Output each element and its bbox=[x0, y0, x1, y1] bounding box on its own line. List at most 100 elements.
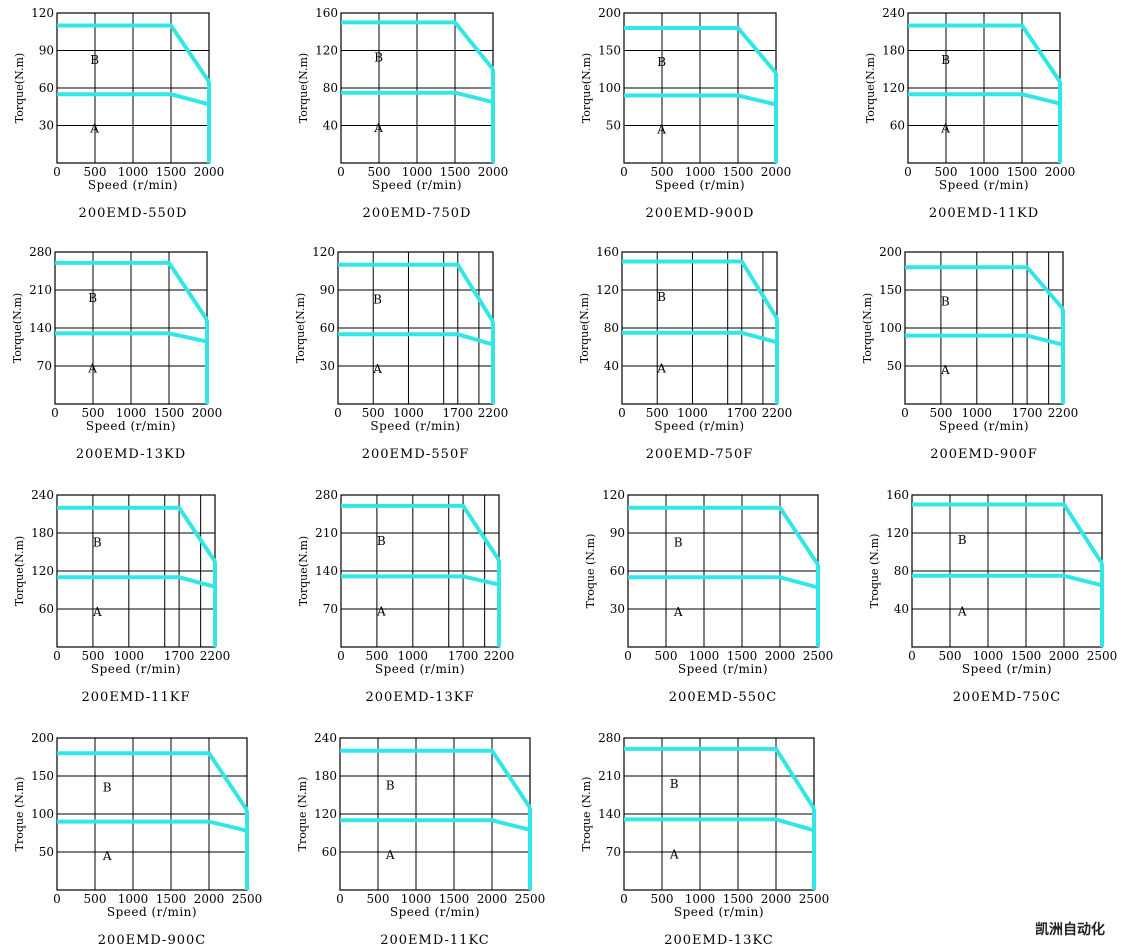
x-tick-label: 500 bbox=[84, 165, 107, 179]
region-label-b: B bbox=[958, 533, 967, 547]
y-tick-label: 80 bbox=[894, 564, 909, 578]
region-label-b: B bbox=[941, 53, 950, 67]
x-tick-label: 500 bbox=[939, 649, 962, 663]
y-tick-label: 60 bbox=[322, 845, 337, 859]
x-tick-label: 1700 bbox=[726, 406, 757, 420]
chart-caption: 200EMD-13KF bbox=[366, 690, 475, 705]
y-axis-label: Torque(N.m) bbox=[294, 293, 307, 363]
x-tick-label: 1000 bbox=[689, 649, 720, 663]
y-tick-label: 60 bbox=[39, 602, 54, 616]
region-label-a: A bbox=[102, 849, 112, 863]
x-tick-label: 0 bbox=[336, 892, 344, 906]
torque-curve-2 bbox=[912, 573, 1103, 588]
torque-curve-1 bbox=[628, 505, 820, 566]
y-tick-label: 70 bbox=[606, 845, 621, 859]
y-axis-label: Troque (N.m) bbox=[584, 534, 597, 609]
x-tick-label: 0 bbox=[337, 649, 345, 663]
x-tick-label: 2000 bbox=[761, 892, 792, 906]
region-label-a: A bbox=[385, 848, 395, 862]
torque-curve-2 bbox=[341, 90, 494, 105]
x-axis-label: Speed (r/min) bbox=[390, 905, 480, 919]
x-tick-label: 500 bbox=[655, 649, 678, 663]
x-tick-label: 2500 bbox=[515, 892, 546, 906]
x-tick-label: 500 bbox=[651, 892, 674, 906]
y-tick-label: 70 bbox=[37, 359, 52, 373]
x-axis-label: Speed (r/min) bbox=[674, 905, 764, 919]
y-tick-label: 280 bbox=[598, 731, 621, 745]
chart-10: 70 140 210 280 0 500 1000 1700 2200 Speed (r/min)… bbox=[297, 488, 514, 705]
chart-7: 40 80 120 160 0 500 1000 1700 2200 Speed (r/min) T… bbox=[578, 245, 792, 462]
torque-curve-2 bbox=[340, 818, 531, 832]
y-tick-label: 100 bbox=[879, 321, 902, 335]
chart-caption: 200EMD-750C bbox=[953, 690, 1061, 705]
x-tick-label: 2200 bbox=[762, 406, 793, 420]
torque-curve-2 bbox=[341, 574, 500, 587]
y-tick-label: 60 bbox=[39, 81, 54, 95]
x-tick-label: 2200 bbox=[1048, 406, 1079, 420]
y-tick-label: 50 bbox=[39, 845, 54, 859]
torque-curve-1 bbox=[912, 502, 1104, 565]
y-tick-label: 60 bbox=[610, 564, 625, 578]
y-tick-label: 80 bbox=[323, 81, 338, 95]
region-label-b: B bbox=[377, 534, 386, 548]
y-axis-label: Torque(N.m) bbox=[861, 293, 874, 363]
x-tick-label: 500 bbox=[82, 406, 105, 420]
torque-curve-1 bbox=[624, 746, 816, 810]
chart-caption: 200EMD-900F bbox=[930, 447, 1038, 462]
chart-14: 60 120 180 240 0 500 1000 1500 2000 2500 Speed (r/… bbox=[296, 731, 545, 948]
x-tick-label: 2000 bbox=[192, 406, 223, 420]
y-axis-label: Torque(N.m) bbox=[13, 536, 26, 606]
chart-12: 40 80 120 160 0 500 1000 1500 2000 2500 Speed (r/m… bbox=[868, 488, 1117, 705]
x-tick-label: 500 bbox=[929, 406, 952, 420]
region-label-b: B bbox=[674, 536, 683, 550]
y-tick-label: 90 bbox=[320, 283, 335, 297]
x-axis-label: Speed (r/min) bbox=[939, 178, 1029, 192]
x-tick-label: 1700 bbox=[164, 649, 195, 663]
y-tick-label: 30 bbox=[320, 359, 335, 373]
region-label-a: A bbox=[376, 605, 386, 619]
region-label-a: A bbox=[673, 605, 683, 619]
x-tick-label: 500 bbox=[646, 406, 669, 420]
y-axis-label: Torque(N.m) bbox=[580, 53, 593, 123]
y-tick-label: 240 bbox=[882, 6, 905, 20]
x-axis-label: Speed (r/min) bbox=[372, 178, 462, 192]
region-label-b: B bbox=[88, 291, 97, 305]
region-label-a: A bbox=[92, 605, 102, 619]
x-tick-label: 1000 bbox=[677, 406, 708, 420]
x-tick-label: 1000 bbox=[973, 649, 1004, 663]
y-tick-label: 160 bbox=[596, 245, 619, 259]
x-tick-label: 1500 bbox=[1007, 165, 1038, 179]
torque-curve-1 bbox=[57, 23, 211, 83]
x-axis-label: Speed (r/min) bbox=[88, 178, 178, 192]
y-tick-label: 240 bbox=[314, 731, 337, 745]
torque-curve-1 bbox=[905, 265, 1065, 311]
x-tick-label: 0 bbox=[337, 165, 345, 179]
x-tick-label: 0 bbox=[53, 165, 61, 179]
torque-curve-2 bbox=[908, 92, 1061, 106]
x-axis-label: Speed (r/min) bbox=[678, 662, 768, 676]
y-axis-label: Torque(N.m) bbox=[578, 293, 591, 363]
torque-curve-2 bbox=[905, 333, 1064, 347]
region-label-a: A bbox=[656, 122, 666, 136]
chart-caption: 200EMD-900C bbox=[98, 933, 206, 948]
y-axis-label: Torque(N.m) bbox=[864, 53, 877, 123]
x-tick-label: 1500 bbox=[440, 165, 471, 179]
chart-caption: 200EMD-11KD bbox=[929, 206, 1039, 221]
x-tick-label: 500 bbox=[368, 165, 391, 179]
x-tick-label: 2000 bbox=[477, 892, 508, 906]
x-tick-label: 1000 bbox=[118, 892, 149, 906]
x-tick-label: 2000 bbox=[194, 892, 225, 906]
y-tick-label: 160 bbox=[315, 6, 338, 20]
chart-2: 40 80 120 160 0 500 1000 1500 2000 Speed (r/min) T… bbox=[297, 6, 508, 221]
x-tick-label: 0 bbox=[901, 406, 909, 420]
y-tick-label: 210 bbox=[598, 769, 621, 783]
torque-curve-2 bbox=[622, 330, 778, 345]
chart-caption: 200EMD-550D bbox=[79, 206, 188, 221]
x-tick-label: 500 bbox=[362, 406, 385, 420]
chart-1: 30 60 90 120 0 500 1000 1500 2000 Speed (r/min) To… bbox=[13, 6, 224, 221]
x-axis-label: Speed (r/min) bbox=[962, 662, 1052, 676]
chart-caption: 200EMD-11KC bbox=[380, 933, 490, 948]
y-axis-label: Troque (N.m) bbox=[580, 777, 593, 852]
chart-caption: 200EMD-13KD bbox=[76, 447, 186, 462]
